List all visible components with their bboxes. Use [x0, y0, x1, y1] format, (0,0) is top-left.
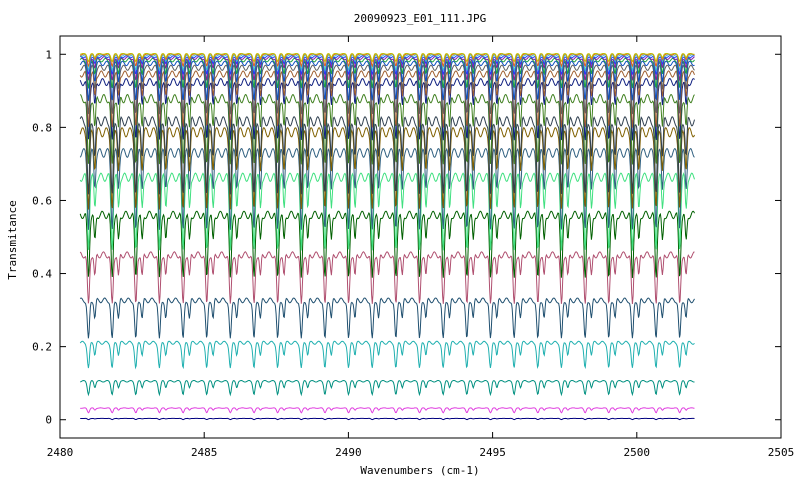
series-line [79, 147, 695, 230]
series-line [79, 340, 695, 370]
x-tick-label: 2490 [335, 446, 362, 459]
series-line [79, 77, 695, 141]
x-tick-label: 2495 [479, 446, 506, 459]
series-line [79, 60, 695, 102]
y-tick-label: 0 [45, 414, 52, 427]
series-line [80, 53, 695, 68]
plot-frame [59, 35, 782, 439]
y-tick-label: 0.6 [32, 194, 52, 207]
y-axis-label: Transmitance [6, 200, 19, 279]
x-axis-label: Wavenumbers (cm-1) [360, 464, 479, 477]
y-tick-label: 0.4 [32, 268, 52, 281]
x-tick-label: 2500 [624, 446, 651, 459]
series-line [80, 417, 695, 421]
series-layer [79, 53, 695, 421]
series-line [79, 57, 695, 90]
chart-title: 20090923_E01_111.JPG [354, 12, 486, 25]
series-line [79, 70, 695, 128]
series-line [80, 407, 695, 414]
axis-layer: 2480 2485 2490 2495 2500 2505 0 0.2 0.4 0.6 0.8 1 [32, 36, 794, 459]
series-line [79, 126, 695, 210]
series-line [79, 115, 695, 195]
y-tick-label: 0.2 [32, 341, 52, 354]
series-line [80, 379, 695, 397]
series-line [79, 210, 695, 279]
series-line [79, 93, 695, 165]
y-tick-label: 1 [45, 48, 52, 61]
y-tick-label: 0.8 [32, 121, 52, 134]
series-line [80, 53, 695, 63]
series-line [80, 56, 695, 82]
series-line [80, 64, 695, 115]
x-tick-label: 2480 [47, 446, 74, 459]
x-tick-label: 2505 [768, 446, 795, 459]
series-line [79, 172, 695, 251]
series-line [79, 297, 695, 339]
series-line [79, 251, 695, 305]
x-tick-label: 2485 [191, 446, 218, 459]
